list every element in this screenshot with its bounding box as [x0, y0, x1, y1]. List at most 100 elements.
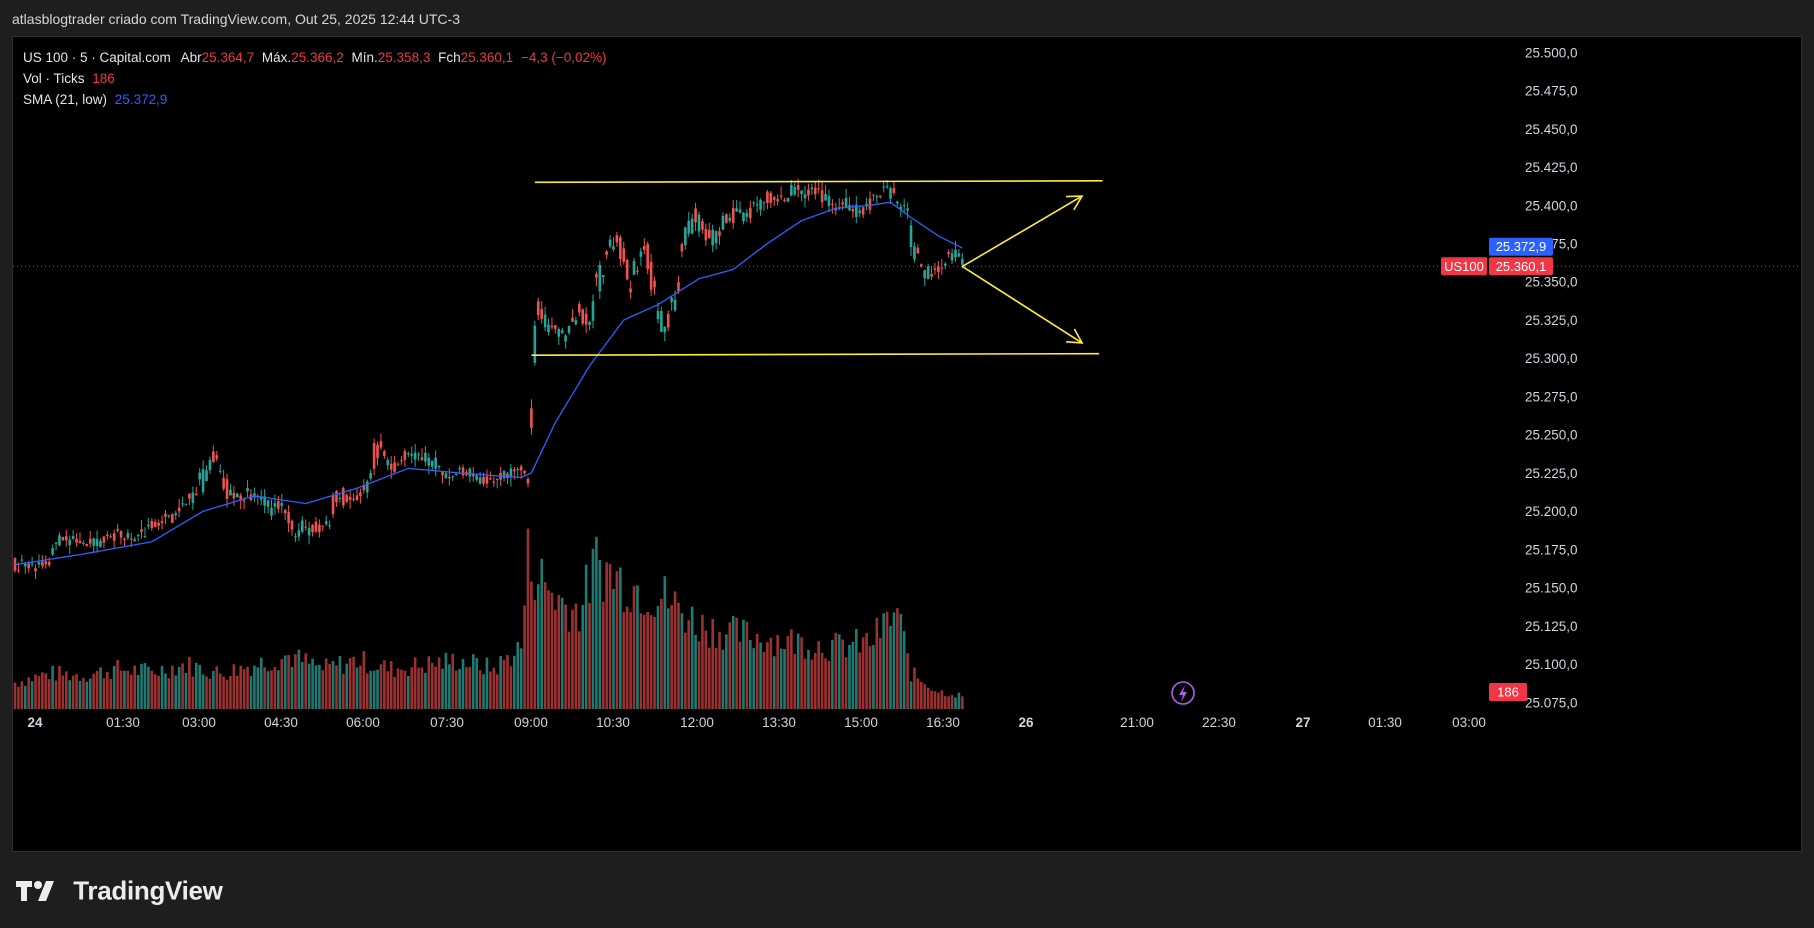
volume-bar [167, 678, 171, 709]
candle-body [147, 524, 150, 527]
volume-bar [848, 644, 851, 709]
candle-body [536, 301, 540, 316]
candle-body [755, 204, 759, 206]
candle-body [413, 452, 417, 460]
candle-body [92, 538, 95, 546]
candle-body [242, 500, 246, 502]
legend-low-value: 25.358,3 [377, 50, 431, 65]
candle-body [800, 190, 803, 195]
candle-body [584, 313, 588, 325]
volume-bar [513, 655, 516, 709]
candle-body [208, 459, 212, 471]
candle-body [225, 479, 229, 499]
candle-body [601, 275, 605, 278]
resistance-line[interactable] [534, 179, 1103, 184]
candle-body [424, 452, 427, 462]
volume-bar [273, 667, 277, 709]
candle-body [27, 563, 30, 569]
sma-line [14, 201, 963, 566]
legend-volume-row[interactable]: Vol · Ticks 186 [23, 68, 607, 89]
candle-body [290, 520, 294, 530]
volume-bar [37, 676, 41, 709]
price-tick-label: 25.400,0 [1525, 198, 1578, 213]
legend-ohlc-row[interactable]: US 100 · 5 · Capital.com Abr25.364,7 Máx… [23, 47, 607, 68]
legend-sma-label[interactable]: SMA (21, low) [23, 92, 108, 107]
volume-bar [123, 670, 126, 709]
volume-bar [424, 672, 427, 709]
volume-bar [837, 634, 841, 709]
volume-bar [502, 660, 506, 709]
volume-bar [769, 637, 773, 709]
candle-body [492, 481, 496, 483]
time-tick-label: 24 [27, 715, 43, 730]
volume-bar [738, 641, 742, 709]
legend-sma-row[interactable]: SMA (21, low) 25.372,9 [23, 89, 607, 110]
candle-body [677, 282, 680, 291]
price-tick-label: 25.175,0 [1525, 542, 1578, 557]
volume-bar [841, 639, 844, 709]
candle-body [222, 478, 225, 489]
lightning-alert-icon[interactable] [1171, 681, 1195, 705]
candle-body [649, 261, 653, 290]
price-tick-label: 25.075,0 [1525, 695, 1578, 710]
volume-bar [34, 674, 37, 709]
candle-body [37, 562, 41, 565]
candle-body [735, 208, 738, 212]
volume-bar [396, 668, 400, 709]
volume-bar [567, 631, 571, 709]
price-chart[interactable]: 25.500,0 25.475,0 25.450,0 25.425,0 25.400,0… [13, 37, 1801, 851]
volume-bar [625, 606, 629, 709]
volume-bar [933, 691, 937, 709]
volume-bar [345, 663, 349, 709]
candle-body [933, 268, 937, 270]
volume-bar [177, 666, 181, 709]
candle-body [718, 231, 721, 236]
legend-symbol[interactable]: US 100 · 5 · Capital.com [23, 50, 171, 65]
volume-bar [171, 665, 174, 709]
candle-body [615, 235, 619, 243]
candle-body [273, 503, 277, 507]
candle-body [896, 201, 899, 204]
down-arrow[interactable] [961, 265, 1083, 344]
candle-body [608, 239, 612, 247]
candle-body [889, 188, 892, 199]
support-line[interactable] [531, 352, 1100, 356]
candle-body [769, 192, 773, 203]
volume-bar [872, 645, 875, 709]
volume-bar [868, 646, 872, 709]
candle-body [749, 207, 752, 219]
volume-bar [636, 585, 639, 709]
candle-body [731, 207, 735, 224]
volume-bar [766, 642, 769, 709]
volume-bar [468, 666, 472, 709]
volume-bar [598, 559, 602, 709]
candle-body [263, 496, 266, 506]
candle-body [707, 229, 711, 238]
candle-body [259, 496, 263, 500]
volume-bar [485, 657, 489, 709]
candle-body [174, 513, 178, 516]
volume-bar [448, 664, 451, 709]
volume-bar [813, 652, 817, 709]
candle-body [697, 214, 701, 232]
volume-bar [51, 665, 54, 709]
volume-bar [943, 696, 947, 709]
volume-bar [677, 602, 680, 709]
legend-volume-label[interactable]: Vol · Ticks [23, 71, 85, 86]
volume-bar [536, 584, 540, 709]
candle-body [458, 467, 461, 470]
volume-bar [902, 631, 906, 709]
candle-body [389, 463, 393, 470]
volume-bar [718, 632, 721, 709]
candle-body [365, 481, 369, 493]
candle-body [844, 197, 848, 209]
up-arrow[interactable] [961, 195, 1083, 268]
candle-body [690, 218, 694, 234]
volume-bar [831, 639, 834, 709]
candle-body [215, 455, 219, 459]
volume-bar [246, 666, 249, 709]
candle-body [427, 457, 431, 466]
volume-bar [140, 664, 143, 709]
chart-frame[interactable]: 25.500,0 25.475,0 25.450,0 25.425,0 25.400,0… [12, 36, 1802, 852]
volume-bar [92, 673, 95, 709]
